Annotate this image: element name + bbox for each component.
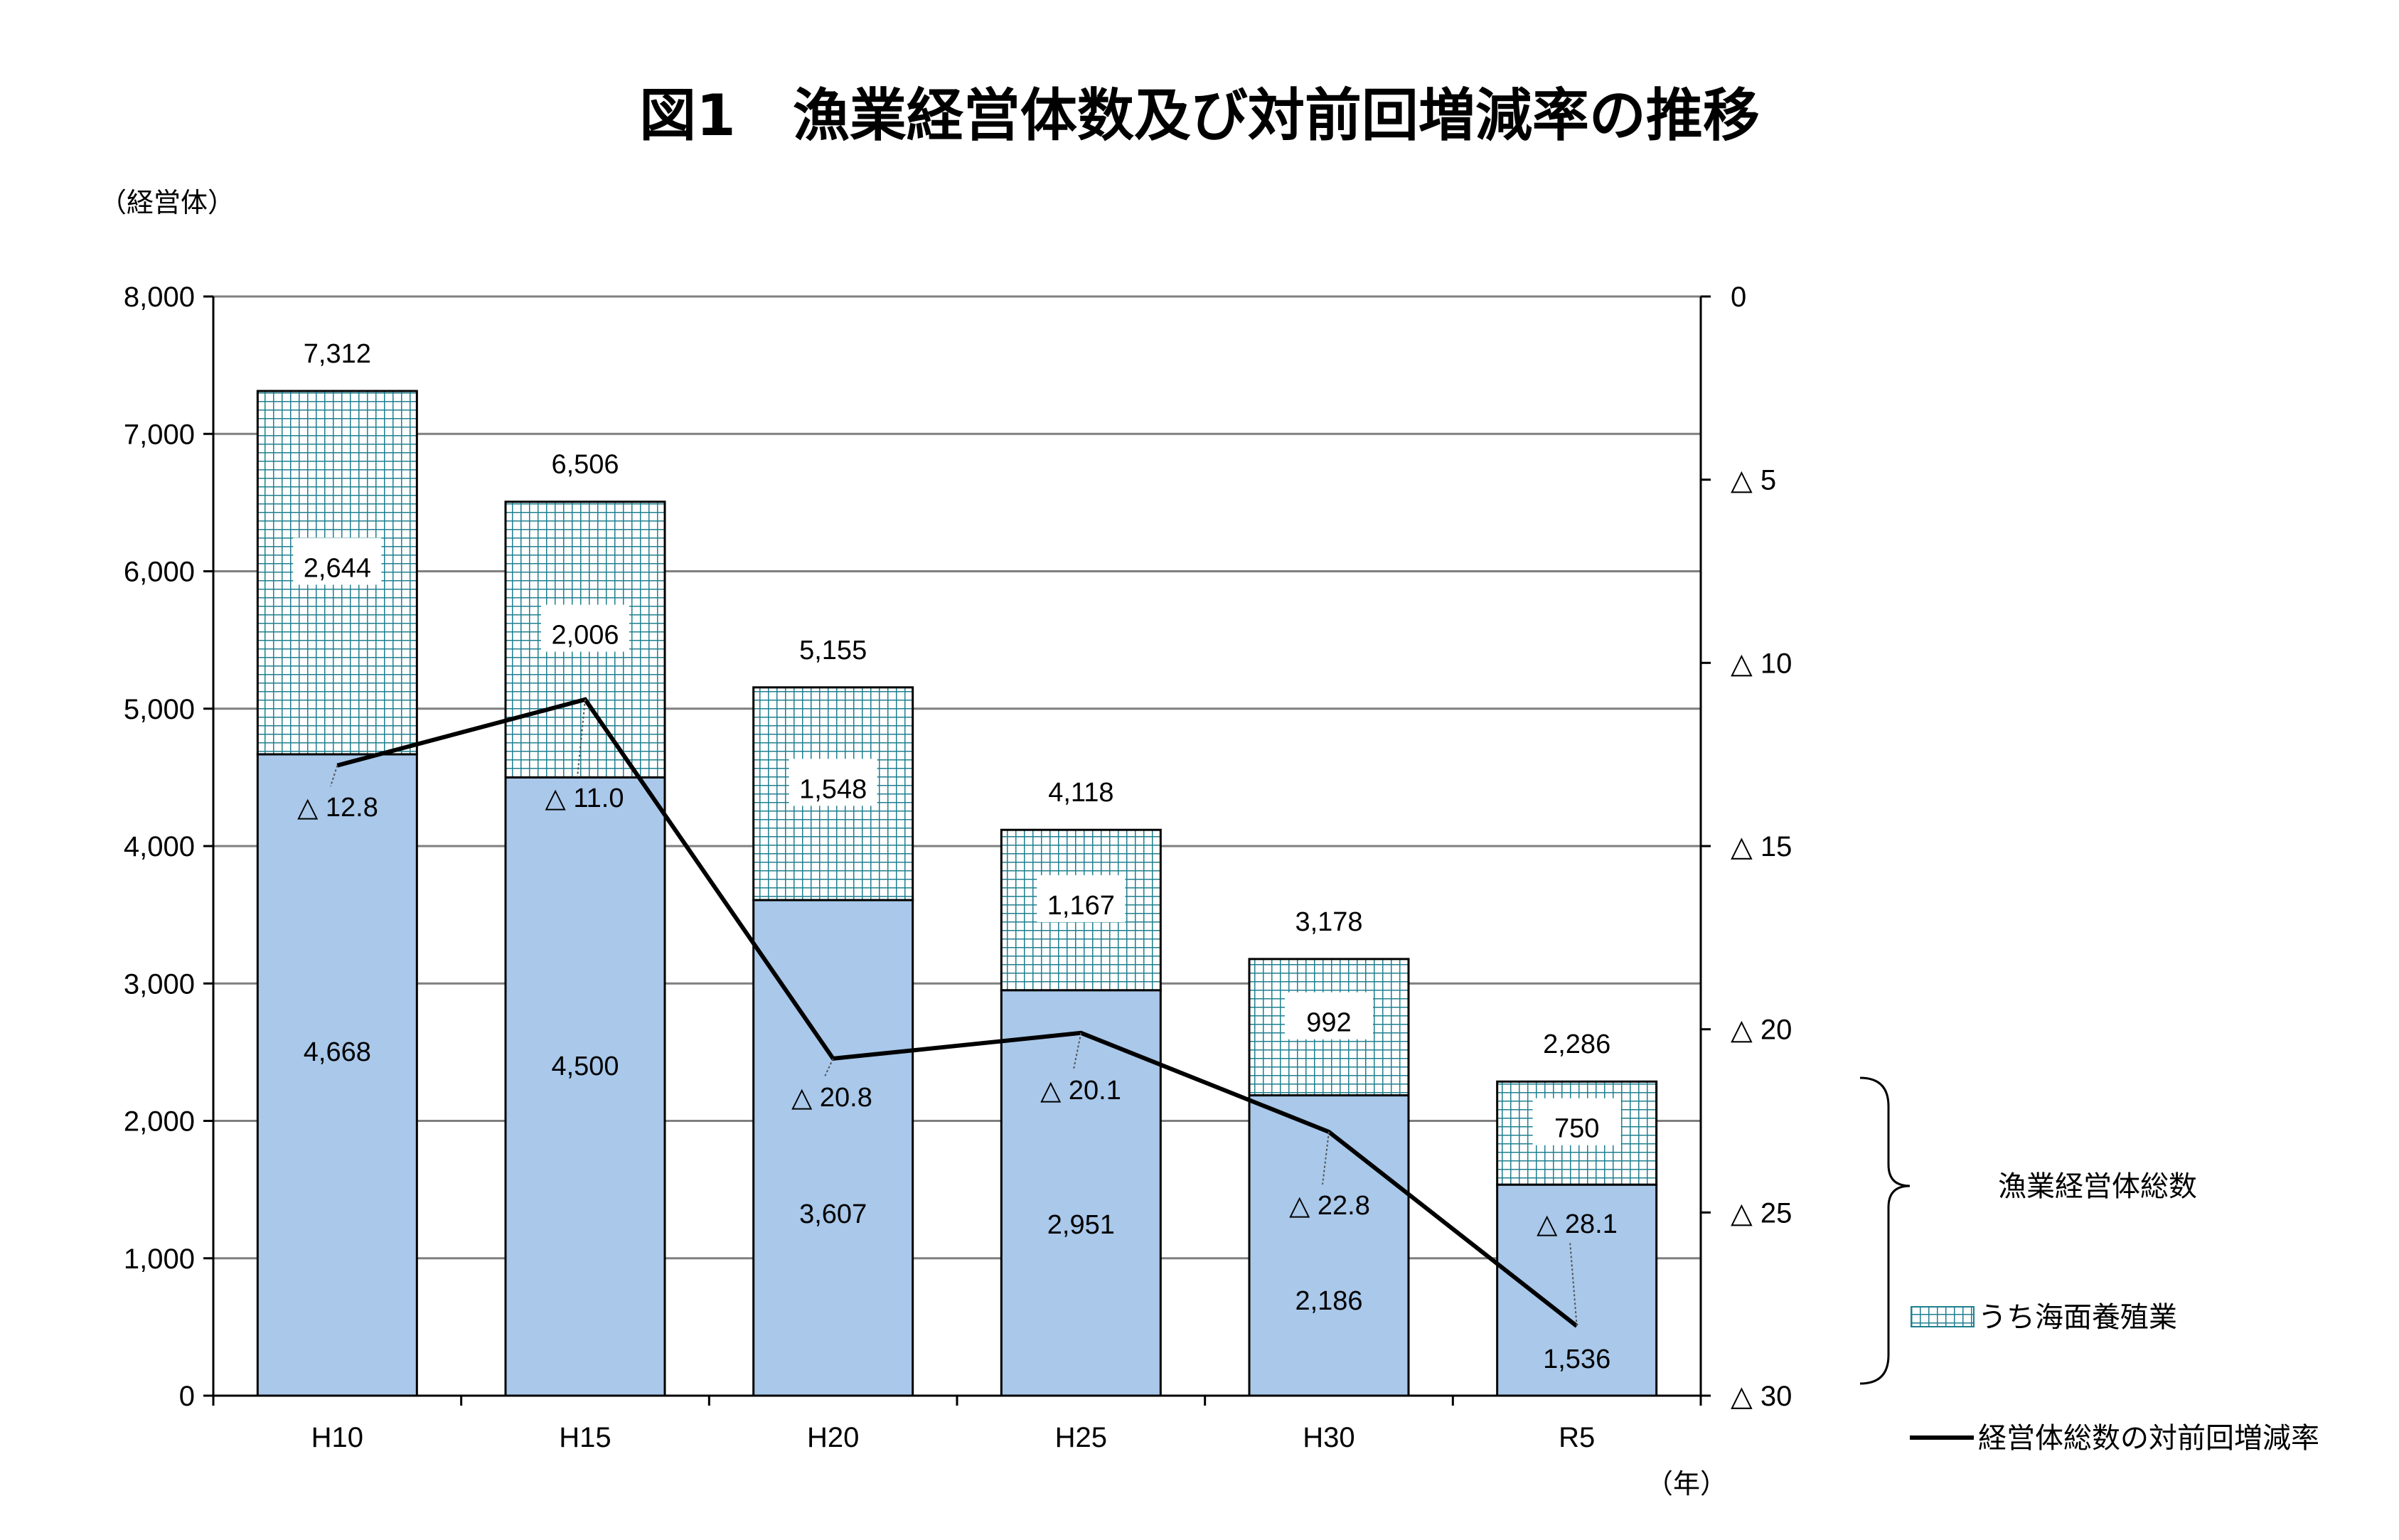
total-label: 3,178	[1295, 907, 1362, 937]
rate-leader-line	[577, 699, 586, 778]
total-label: 6,506	[551, 450, 619, 480]
aquaculture-label: 750	[1554, 1114, 1599, 1144]
y-right-tick-label: △ 20	[1731, 1015, 1792, 1046]
y-right-tick-label: △ 5	[1731, 465, 1776, 496]
aquaculture-label-box	[789, 759, 877, 806]
rate-leader-line	[1569, 1241, 1578, 1327]
total-label: 4,118	[1048, 778, 1113, 808]
y-left-tick-label: 5,000	[124, 694, 195, 725]
base-label: 4,668	[304, 1037, 371, 1067]
axes: 0 1,000 2,000 3,000 4,000 5,000 6,000 7,000 8,00…	[124, 282, 1792, 1453]
gridlines	[213, 295, 1701, 1260]
x-tick-label: H10	[311, 1422, 363, 1453]
x-tick-label: H20	[807, 1422, 859, 1453]
aquaculture-label: 1,167	[1047, 891, 1115, 921]
y-left-tick-label: 6,000	[124, 557, 195, 588]
aquaculture-label: 2,006	[551, 621, 619, 651]
total-label: 5,155	[799, 636, 867, 665]
aquaculture-label: 2,644	[304, 553, 371, 583]
y-left-tick-label: 1,000	[124, 1244, 195, 1275]
x-tick-label: H15	[559, 1422, 611, 1453]
aquaculture-label-box	[541, 604, 629, 652]
legend-aqua-label: うち海面養殖業	[1978, 1301, 2177, 1334]
rate-label: △ 11.0	[545, 784, 624, 813]
rate-leader-line	[1322, 1131, 1330, 1185]
total-label: 2,286	[1543, 1030, 1610, 1059]
rate-line-path	[336, 697, 1578, 1328]
base-label: 3,607	[799, 1199, 867, 1229]
aquaculture-label-box	[1532, 1098, 1621, 1145]
rate-label: △ 22.8	[1289, 1191, 1370, 1221]
y-right-tick-label: △ 15	[1731, 831, 1792, 862]
y-left-tick-label: 7,000	[124, 419, 195, 450]
base-label: 4,500	[551, 1052, 619, 1081]
y-right-tick-label: △ 30	[1731, 1381, 1792, 1412]
y-left-tick-label: 2,000	[124, 1106, 195, 1138]
aquaculture-label: 992	[1306, 1008, 1351, 1038]
aquaculture-label: 1,548	[799, 774, 867, 804]
x-tick-label: R5	[1559, 1422, 1595, 1453]
y-left-unit-label: （経営体）	[100, 187, 235, 218]
legend-brace-label: 漁業経営体総数	[1998, 1170, 2197, 1203]
bar-base	[1000, 989, 1162, 1397]
rate-leader-line	[1073, 1032, 1082, 1070]
base-label: 2,186	[1295, 1286, 1362, 1316]
y-right-tick-label: △ 25	[1731, 1197, 1792, 1229]
rate-label: △ 12.8	[297, 793, 378, 823]
aquaculture-label-box	[1037, 875, 1126, 922]
aquaculture-label-box	[1285, 992, 1373, 1039]
rate-label: △ 20.1	[1040, 1076, 1121, 1106]
legend-line-label: 経営体総数の対前回増減率	[1978, 1422, 2319, 1455]
x-tick-label: H25	[1055, 1422, 1107, 1453]
bar-base	[256, 753, 418, 1397]
bar-base	[1248, 1094, 1410, 1397]
rate-leader-line	[330, 765, 338, 787]
chart-title: 図1 漁業経営体数及び対前回増減率の推移	[639, 82, 1760, 149]
rate-label: △ 20.8	[791, 1083, 872, 1113]
data-labels: 7,312 2,644 6,506 2,006 5,155 1,548 4,118 1,167…	[293, 339, 1621, 1374]
y-right-tick-label: △ 10	[1731, 648, 1792, 679]
y-right-tick-label: 0	[1731, 282, 1746, 313]
y-left-tick-label: 4,000	[124, 831, 195, 862]
legend-brace	[1859, 1076, 1911, 1385]
legend-aqua-swatch	[1911, 1306, 1975, 1327]
rate-label: △ 28.1	[1537, 1209, 1618, 1239]
x-unit-label: （年）	[1646, 1468, 1727, 1499]
base-label: 2,951	[1047, 1210, 1115, 1240]
rate-leader-line	[824, 1058, 834, 1077]
x-tick-label: H30	[1303, 1422, 1355, 1453]
bar-base	[504, 776, 666, 1397]
aquaculture-label-box	[293, 538, 382, 585]
base-label: 1,536	[1543, 1344, 1610, 1374]
y-left-tick-label: 8,000	[124, 282, 195, 313]
y-left-tick-label: 3,000	[124, 968, 195, 1000]
total-label: 7,312	[304, 339, 371, 369]
rate-line	[336, 697, 1578, 1328]
y-left-tick-label: 0	[179, 1381, 195, 1412]
bars	[256, 390, 1658, 1397]
